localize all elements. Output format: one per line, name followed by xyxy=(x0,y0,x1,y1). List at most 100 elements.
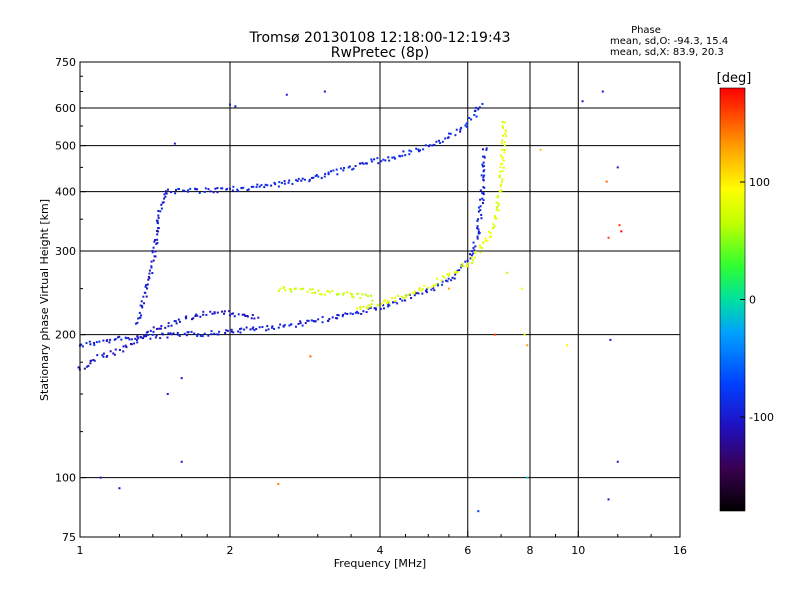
data-point xyxy=(498,174,501,177)
data-point xyxy=(193,332,196,335)
data-point xyxy=(435,277,438,280)
data-point xyxy=(404,294,407,297)
data-point xyxy=(472,246,475,249)
data-point xyxy=(497,204,500,207)
data-point xyxy=(299,320,302,323)
data-point xyxy=(282,325,285,328)
data-point xyxy=(150,265,153,268)
data-point xyxy=(297,322,300,325)
data-point xyxy=(202,310,205,313)
data-point xyxy=(152,330,155,333)
data-point xyxy=(347,166,350,169)
data-point xyxy=(383,299,386,302)
data-point xyxy=(382,158,385,161)
data-point xyxy=(156,233,159,236)
data-point xyxy=(270,184,273,187)
data-point xyxy=(498,176,501,179)
data-point xyxy=(285,93,288,96)
y-tick-label: 500 xyxy=(55,140,76,153)
data-point xyxy=(388,301,391,304)
data-point xyxy=(203,332,206,335)
data-point xyxy=(154,238,157,241)
data-point xyxy=(495,208,498,211)
data-point xyxy=(408,293,411,296)
data-point xyxy=(230,330,233,333)
data-point xyxy=(141,306,144,309)
data-point xyxy=(246,189,249,192)
data-point xyxy=(341,293,344,296)
data-point xyxy=(448,132,451,135)
data-point xyxy=(109,350,112,353)
data-point xyxy=(478,106,481,109)
data-point xyxy=(143,335,146,338)
data-point xyxy=(415,291,418,294)
data-point xyxy=(425,288,428,291)
data-point xyxy=(382,304,385,307)
data-point xyxy=(364,293,367,296)
data-point xyxy=(125,337,128,340)
data-point xyxy=(237,330,240,333)
data-point xyxy=(336,293,339,296)
data-point xyxy=(148,269,151,272)
data-point xyxy=(503,149,506,152)
data-point xyxy=(177,318,180,321)
data-point xyxy=(290,323,293,326)
data-point xyxy=(253,329,256,332)
data-point xyxy=(196,334,199,337)
x-tick-label: 2 xyxy=(227,544,234,557)
data-point xyxy=(266,184,269,187)
data-point xyxy=(335,168,338,171)
data-point xyxy=(124,344,127,347)
data-point xyxy=(263,186,266,189)
data-point xyxy=(367,295,370,298)
data-point xyxy=(482,199,485,202)
data-point xyxy=(417,292,420,295)
data-point xyxy=(427,286,430,289)
data-point xyxy=(474,245,477,248)
data-point xyxy=(475,115,478,118)
data-point xyxy=(478,231,481,234)
data-point xyxy=(151,251,154,254)
data-point xyxy=(294,287,297,290)
data-point xyxy=(152,326,155,329)
data-point xyxy=(228,187,231,190)
y-tick-label: 600 xyxy=(55,102,76,115)
data-point xyxy=(77,366,80,369)
data-point xyxy=(359,305,362,308)
data-point xyxy=(246,315,249,318)
colorbar-tick-label: -100 xyxy=(749,411,774,424)
data-point xyxy=(231,189,234,192)
data-point xyxy=(361,293,364,296)
data-point xyxy=(493,215,496,218)
data-point xyxy=(488,230,491,233)
data-point xyxy=(183,332,186,335)
data-point xyxy=(223,310,226,313)
data-point xyxy=(387,156,390,159)
data-point xyxy=(468,116,471,119)
data-point xyxy=(447,287,450,290)
data-point xyxy=(476,219,479,222)
data-point xyxy=(324,172,327,175)
data-point xyxy=(526,476,529,479)
data-point xyxy=(136,341,139,344)
data-point xyxy=(317,175,320,178)
data-point xyxy=(125,346,128,349)
data-point xyxy=(399,155,402,158)
data-point xyxy=(504,133,507,136)
data-point xyxy=(243,328,246,331)
data-point xyxy=(306,319,309,322)
data-point xyxy=(226,329,229,332)
data-point xyxy=(319,292,322,295)
data-point xyxy=(356,307,359,310)
data-point xyxy=(213,312,216,315)
data-point xyxy=(151,333,154,336)
data-point xyxy=(581,100,584,103)
data-point xyxy=(159,210,162,213)
data-point xyxy=(229,103,231,106)
data-point xyxy=(288,324,291,327)
x-tick-label: 4 xyxy=(377,544,384,557)
data-point xyxy=(336,317,339,320)
data-point xyxy=(370,158,373,161)
data-point xyxy=(187,190,190,193)
data-point xyxy=(336,173,339,176)
